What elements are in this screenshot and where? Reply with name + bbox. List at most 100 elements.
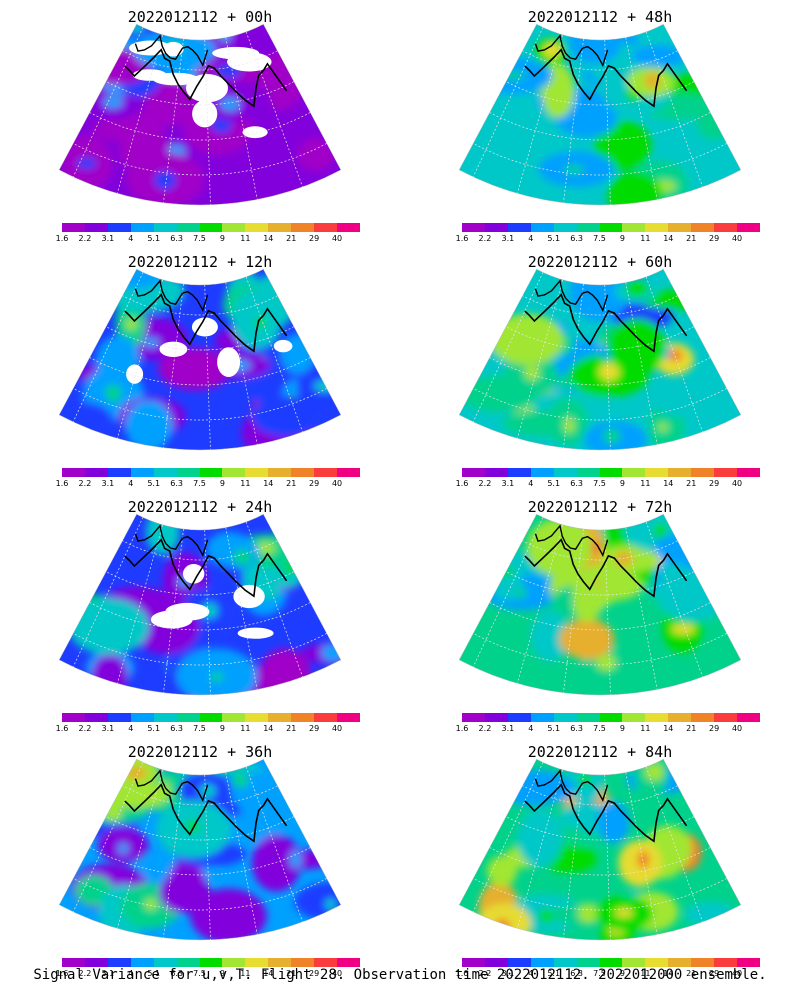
variance-maximum xyxy=(209,672,224,682)
variance-maximum xyxy=(218,28,231,42)
variance-contour xyxy=(559,618,615,660)
missing-data-region xyxy=(212,46,260,60)
colorbar-swatch xyxy=(176,713,200,722)
meridian-line xyxy=(563,38,584,203)
parallel-line xyxy=(522,295,678,316)
colorbar-tick-label: 7.5 xyxy=(193,234,206,243)
variance-maximum xyxy=(289,850,302,868)
missing-data-region xyxy=(159,341,188,357)
colorbar xyxy=(62,468,360,477)
colorbar-labels: 1.6 2.2 3.1 4 5.1 6.3 7.5 9 11 14 21 29 40 xyxy=(456,479,760,489)
colorbar-tick-label: 2.2 xyxy=(78,969,92,978)
colorbar-tick-label: 21 xyxy=(686,234,697,243)
colorbar-tick-label: 14 xyxy=(263,969,274,978)
colorbar-swatch xyxy=(737,958,760,967)
meridian-line xyxy=(245,766,303,923)
colorbar-swatch xyxy=(199,958,223,967)
colorbar-swatch xyxy=(668,223,692,232)
coastline xyxy=(124,783,288,843)
colorbar-tick-label: 14 xyxy=(663,234,674,243)
coastline xyxy=(534,769,609,802)
colorbar-swatch xyxy=(462,468,485,477)
colorbar-tick-label: 40 xyxy=(331,234,343,243)
parallel-line xyxy=(89,847,311,876)
variance-maximum xyxy=(578,903,598,923)
colorbar-tick-label: 7.5 xyxy=(593,724,606,733)
map-panel: 2022012112 + 12h 1.6 2.2 3.1 4 5.1 6.3 7.5 9 11 14… xyxy=(0,245,400,490)
colorbar-tick-label: 2.2 xyxy=(478,969,492,978)
colorbar-swatch xyxy=(314,958,338,967)
meridian-line xyxy=(225,282,258,445)
parallel-line xyxy=(473,388,727,421)
colorbar-swatch xyxy=(737,223,760,232)
colorbar-tick-label: 4 xyxy=(128,234,134,243)
colorbar-swatch xyxy=(714,958,738,967)
colorbar-swatch xyxy=(599,713,623,722)
colorbar-swatch xyxy=(84,958,108,967)
colorbar-swatch xyxy=(245,223,269,232)
colorbar-swatch xyxy=(222,713,246,722)
meridian-line xyxy=(516,524,564,684)
parallel-line xyxy=(489,847,711,876)
meridian-line xyxy=(604,39,611,205)
variance-map xyxy=(58,758,342,941)
meridian-line xyxy=(163,773,184,938)
colorbar xyxy=(62,713,360,722)
variance-maximum xyxy=(596,654,616,671)
colorbar xyxy=(462,713,760,722)
map-frame xyxy=(58,23,342,206)
panel-title: 2022012112 + 48h xyxy=(527,8,673,26)
meridian-line xyxy=(472,762,544,913)
variance-contour xyxy=(655,394,725,418)
colorbar-tick-label: 7.5 xyxy=(593,479,606,488)
colorbar-swatch xyxy=(62,958,85,967)
colorbar-swatch xyxy=(622,958,646,967)
variance-maximum xyxy=(117,843,129,854)
parallel-line xyxy=(505,326,695,351)
colorbar-swatch xyxy=(645,958,669,967)
variance-maximum xyxy=(494,918,510,937)
colorbar-tick-label: 11 xyxy=(640,969,651,978)
meridian-line xyxy=(625,37,658,200)
colorbar-swatch xyxy=(576,713,600,722)
colorbar-tick-label: 3.1 xyxy=(501,479,515,488)
variance-contour xyxy=(555,99,618,138)
parallel-line xyxy=(522,785,678,806)
variance-maximum xyxy=(313,380,336,392)
meridian-line xyxy=(645,521,703,678)
parallel-line xyxy=(522,50,678,71)
variance-maximum xyxy=(657,423,669,432)
variance-map xyxy=(58,268,342,451)
parallel-line xyxy=(489,357,711,386)
colorbar-tick-label: 2.2 xyxy=(478,479,492,488)
colorbar-swatch xyxy=(576,468,600,477)
colorbar-swatch xyxy=(530,468,554,477)
colorbar-swatch xyxy=(314,223,338,232)
colorbar-swatch xyxy=(199,223,223,232)
colorbar-tick-label: 6.3 xyxy=(170,724,183,733)
colorbar-labels: 1.6 2.2 3.1 4 5.1 6.3 7.5 9 11 14 21 29 40 xyxy=(56,234,360,244)
colorbar-tick-label: 9 xyxy=(619,969,625,978)
parallel-line xyxy=(505,816,695,841)
colorbar-swatch xyxy=(553,468,577,477)
variance-contour xyxy=(607,171,663,205)
colorbar-tick-label: 6.3 xyxy=(570,969,583,978)
meridian-line xyxy=(72,27,144,178)
parallel-line xyxy=(489,602,711,631)
colorbar-tick-label: 5.1 xyxy=(147,724,161,733)
colorbar-swatch xyxy=(714,468,738,477)
missing-data-region xyxy=(126,364,144,384)
colorbar-tick-label: 6.3 xyxy=(170,234,183,243)
parallel-line xyxy=(489,112,711,141)
variance-maximum xyxy=(142,337,160,348)
colorbar-swatch xyxy=(337,958,360,967)
colorbar-tick-label: 9 xyxy=(619,234,625,243)
colorbar-tick-label: 7.5 xyxy=(593,234,606,243)
colorbar-swatch xyxy=(691,468,715,477)
coastline xyxy=(534,279,609,312)
colorbar-tick-label: 3.1 xyxy=(501,969,515,978)
variance-maximum xyxy=(602,428,621,444)
meridian-line xyxy=(625,527,658,690)
meridian-line xyxy=(225,527,258,690)
coastline xyxy=(524,783,688,843)
